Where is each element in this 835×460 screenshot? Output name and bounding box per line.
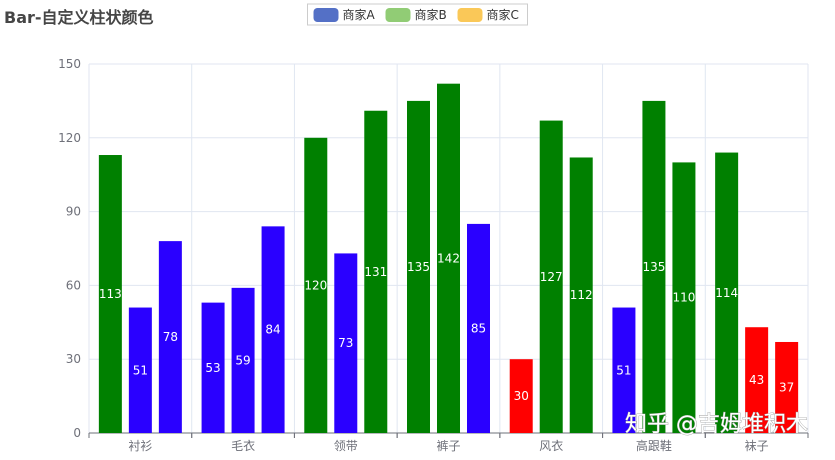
bar-label: 135 (407, 260, 430, 274)
bar[interactable] (775, 341, 799, 433)
bar-label: 51 (133, 363, 148, 377)
bar[interactable] (407, 100, 430, 434)
x-tick-label: 袜子 (745, 439, 769, 453)
legend-swatch[interactable] (313, 8, 339, 22)
legend-swatch[interactable] (385, 8, 411, 22)
bar-label: 43 (749, 373, 764, 387)
bar[interactable] (509, 359, 533, 433)
bar[interactable] (437, 83, 460, 434)
bar-label: 59 (235, 353, 250, 367)
bar-label: 37 (779, 380, 794, 394)
bar-label: 51 (616, 363, 631, 377)
bar[interactable] (261, 226, 285, 433)
legend-label[interactable]: 商家B (415, 7, 447, 22)
x-tick-label: 衬衫 (128, 439, 152, 453)
legend[interactable]: 商家A 商家B 商家C (307, 3, 528, 26)
x-tick-label: 领带 (334, 439, 358, 453)
bar-label: 114 (715, 286, 738, 300)
bar-label: 53 (205, 361, 220, 375)
y-tick-label: 120 (58, 131, 81, 145)
legend-swatch[interactable] (457, 8, 483, 22)
legend-label[interactable]: 商家C (487, 7, 519, 22)
bar[interactable] (128, 307, 152, 433)
bar-label: 73 (338, 336, 353, 350)
bar-label: 78 (163, 330, 178, 344)
bar[interactable] (612, 307, 636, 433)
bar-label: 142 (437, 251, 460, 265)
y-tick-label: 60 (66, 278, 81, 292)
bar[interactable] (304, 137, 328, 434)
y-tick-label: 0 (73, 426, 81, 440)
bar[interactable] (467, 223, 490, 433)
bar[interactable] (745, 327, 769, 433)
y-tick-label: 30 (66, 352, 81, 366)
watermark: 知乎 @吉姆堆积木 (625, 412, 808, 437)
bar-label: 113 (99, 287, 122, 301)
bar-label: 110 (672, 291, 695, 305)
x-tick-label: 高跟鞋 (636, 438, 672, 453)
bar[interactable] (539, 120, 563, 433)
bar[interactable] (672, 162, 696, 433)
bar[interactable] (98, 155, 122, 433)
bar[interactable] (642, 100, 666, 434)
bar-label: 85 (471, 321, 486, 335)
y-tick-label: 150 (58, 57, 81, 71)
bar-label: 127 (540, 270, 563, 284)
bars: 113 53 120 135 30 51 114 51 59 73 142 127 135 43 78 84 1… (98, 83, 799, 434)
x-tick-label: 毛衣 (231, 438, 255, 453)
bar[interactable] (364, 110, 388, 434)
x-tick-label: 裤子 (436, 439, 460, 453)
bar[interactable] (715, 152, 739, 433)
bar-label: 131 (364, 265, 387, 279)
bar-label: 120 (304, 278, 327, 292)
y-tick-label: 90 (66, 205, 81, 219)
x-tick-label: 风衣 (539, 438, 563, 453)
legend-border (307, 3, 528, 26)
y-axis: 0 30 60 90 120 150 (58, 57, 81, 440)
bar[interactable] (334, 253, 358, 433)
bar[interactable] (158, 241, 182, 433)
bar[interactable] (201, 302, 225, 433)
bar-label: 84 (265, 323, 280, 337)
bar-label: 135 (642, 260, 665, 274)
bar[interactable] (569, 157, 593, 434)
bar[interactable] (231, 287, 255, 433)
chart-title: Bar-自定义柱状颜色 (4, 8, 154, 27)
legend-label[interactable]: 商家A (343, 7, 376, 22)
bar-label: 30 (514, 389, 529, 403)
bar-label: 112 (570, 288, 593, 302)
